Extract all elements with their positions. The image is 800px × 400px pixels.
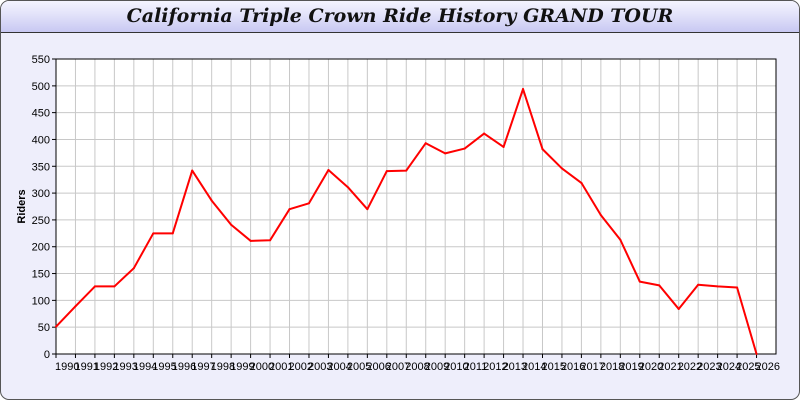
data-point	[288, 208, 291, 211]
y-tick-label: 400	[32, 134, 50, 146]
x-tick-label: 2002	[289, 361, 313, 373]
data-point	[502, 145, 505, 148]
x-tick-label: 2019	[619, 361, 643, 373]
x-tick-label: 2020	[639, 361, 663, 373]
data-point	[191, 169, 194, 172]
chart-title: California Triple Crown Ride History GRA…	[126, 5, 674, 27]
x-tick-label: 2008	[405, 361, 429, 373]
data-point	[210, 199, 213, 202]
title-bar: California Triple Crown Ride History GRA…	[1, 1, 799, 33]
x-tick-label: 2016	[561, 361, 585, 373]
x-tick-label: 2023	[697, 361, 721, 373]
y-tick-label: 200	[32, 242, 50, 254]
data-point	[307, 202, 310, 205]
x-tick-label: 2010	[444, 361, 468, 373]
data-point	[736, 286, 739, 289]
data-point	[658, 284, 661, 287]
x-tick-label: 2021	[658, 361, 682, 373]
data-point	[327, 169, 330, 172]
x-tick-label: 2014	[522, 361, 546, 373]
x-tick-label: 1993	[113, 361, 137, 373]
y-tick-label: 350	[32, 161, 50, 173]
data-point	[55, 325, 57, 328]
x-tick-label: 1992	[94, 361, 118, 373]
data-point	[74, 305, 77, 308]
data-point	[269, 239, 272, 242]
x-tick-label: 2007	[386, 361, 410, 373]
y-axis-label: Riders	[16, 189, 28, 223]
x-tick-label: 1997	[191, 361, 215, 373]
data-point	[171, 232, 174, 235]
data-point	[541, 148, 544, 151]
y-tick-label: 500	[32, 81, 50, 93]
x-tick-label: 2026	[756, 361, 780, 373]
y-tick-label: 0	[44, 349, 50, 361]
plot-border	[55, 58, 777, 355]
data-point	[152, 232, 155, 235]
data-point	[463, 147, 466, 150]
y-tick-label: 450	[32, 108, 50, 120]
x-tick-label: 1996	[172, 361, 196, 373]
data-point	[385, 170, 388, 173]
data-point	[716, 285, 719, 288]
x-tick-label: 2015	[541, 361, 565, 373]
data-point	[483, 132, 486, 135]
x-tick-label: 2025	[736, 361, 760, 373]
data-point	[755, 353, 758, 355]
x-tick-label: 2000	[250, 361, 274, 373]
x-tick-label: 2009	[425, 361, 449, 373]
data-point	[638, 280, 641, 283]
x-tick-label: 1994	[133, 361, 157, 373]
x-tick-label: 2001	[269, 361, 293, 373]
x-tick-label: 2011	[464, 361, 488, 373]
data-point	[619, 238, 622, 241]
data-point	[697, 283, 700, 286]
data-point	[93, 285, 96, 288]
x-tick-label: 2018	[600, 361, 624, 373]
y-tick-label: 50	[38, 322, 50, 334]
x-tick-label: 2022	[678, 361, 702, 373]
y-tick-label: 150	[32, 269, 50, 281]
data-point	[366, 208, 369, 211]
y-tick-label: 300	[32, 188, 50, 200]
data-point	[599, 214, 602, 217]
y-tick-label: 100	[32, 295, 50, 307]
data-point	[405, 169, 408, 172]
data-point	[132, 267, 135, 270]
x-tick-label: 1991	[74, 361, 98, 373]
data-point	[580, 181, 583, 184]
x-tick-label: 2012	[483, 361, 507, 373]
data-point	[230, 223, 233, 226]
x-tick-label: 2005	[347, 361, 371, 373]
x-tick-label: 1999	[230, 361, 254, 373]
plot-area	[56, 59, 776, 354]
x-tick-label: 2013	[503, 361, 527, 373]
data-point	[560, 167, 563, 170]
x-tick-label: 1998	[211, 361, 235, 373]
x-tick-label: 2017	[580, 361, 604, 373]
x-tick-label: 2006	[366, 361, 390, 373]
data-point	[113, 285, 116, 288]
data-point	[346, 186, 349, 189]
x-tick-label: 2024	[717, 361, 741, 373]
y-tick-label: 250	[32, 215, 50, 227]
x-tick-label: 2004	[327, 361, 351, 373]
y-tick-label: 550	[32, 54, 50, 66]
data-point	[677, 307, 680, 310]
x-tick-label: 2003	[308, 361, 332, 373]
data-point	[444, 152, 447, 155]
x-tick-label: 1990	[55, 361, 79, 373]
data-point	[249, 239, 252, 242]
data-point	[522, 88, 525, 91]
x-tick-label: 1995	[152, 361, 176, 373]
data-point	[424, 142, 427, 145]
